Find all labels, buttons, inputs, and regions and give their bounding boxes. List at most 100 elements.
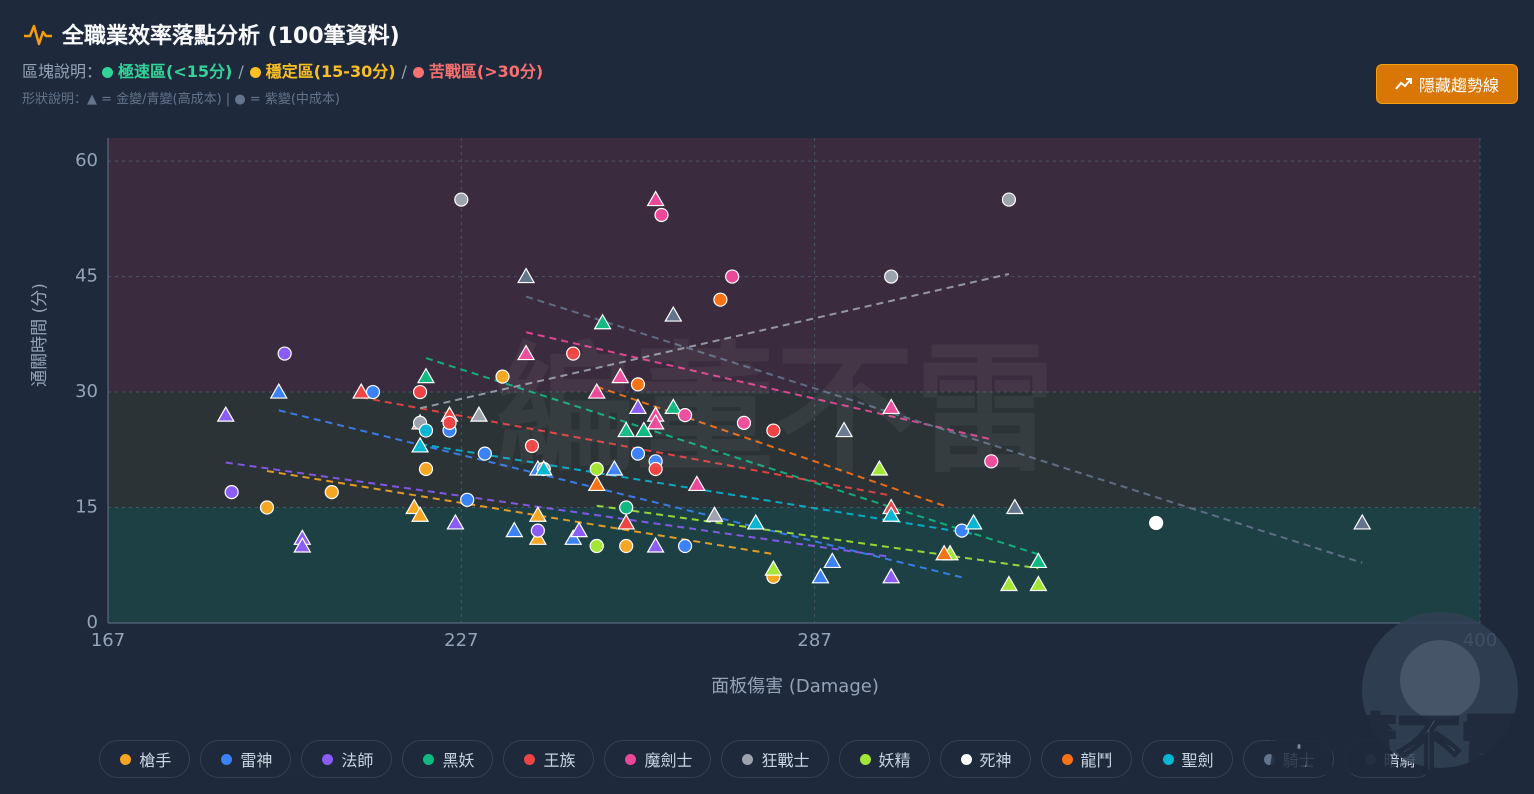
legend-swatch: [524, 753, 536, 765]
point-triangle: [835, 421, 854, 438]
point-triangle: [882, 398, 901, 415]
point-triangle: [1005, 498, 1024, 515]
point-triangle: [664, 398, 683, 415]
legend-label: 黑妖: [442, 751, 475, 770]
point-triangle: [964, 513, 983, 530]
x-tick-label: 167: [91, 630, 125, 651]
point-triangle: [935, 544, 954, 561]
point-triangle: [823, 552, 842, 569]
separator: /: [401, 62, 407, 81]
legend-swatch: [1364, 753, 1376, 765]
point-circle: [524, 438, 540, 454]
point-triangle: [646, 413, 665, 430]
legend-label: 魔劍士: [644, 751, 693, 770]
point-circle: [460, 492, 475, 507]
toggle-trend-button[interactable]: 隱藏趨勢線: [1376, 64, 1518, 104]
zone-dot: [249, 67, 261, 78]
legend-item[interactable]: 雷神: [200, 740, 292, 778]
point-triangle: [1029, 575, 1048, 592]
trend-line: [278, 409, 963, 579]
point-triangle: [587, 382, 606, 399]
y-tick-label: 30: [75, 381, 98, 402]
point-triangle: [870, 459, 889, 476]
legend-item[interactable]: 騎士: [1242, 740, 1334, 778]
zone-label: 穩定區(15-30分): [265, 62, 396, 81]
legend-item[interactable]: 妖精: [838, 740, 930, 778]
zone-dot: [412, 67, 424, 78]
legend-label: 妖精: [878, 751, 911, 770]
point-circle: [224, 485, 239, 500]
point-triangle: [611, 367, 630, 384]
legend-item[interactable]: 魔劍士: [604, 740, 712, 778]
legend-swatch: [1162, 753, 1174, 765]
legend-label: 槍手: [139, 751, 172, 770]
trend-line: [225, 461, 892, 558]
y-tick-label: 60: [75, 150, 98, 171]
legend-swatch: [322, 753, 334, 765]
legend-label: 騎士: [1282, 751, 1315, 770]
point-circle: [654, 207, 669, 223]
legend-item[interactable]: 死神: [939, 740, 1031, 778]
plot: 015304560167227287400: [75, 138, 1497, 651]
point-triangle: [634, 421, 653, 438]
point-circle: [1001, 192, 1017, 207]
legend-swatch: [120, 753, 132, 765]
point-triangle: [811, 567, 830, 584]
point-circle: [677, 538, 693, 554]
point-triangle: [646, 536, 665, 553]
legend-swatch: [625, 753, 637, 765]
zone-note-label: 區塊說明：: [22, 62, 103, 81]
point-triangle: [528, 506, 547, 522]
point-triangle: [416, 367, 436, 384]
legend-swatch: [960, 753, 972, 765]
zone-dot: [102, 67, 114, 78]
point-triangle: [764, 559, 783, 576]
point-circle: [648, 461, 663, 477]
point-triangle: [882, 567, 901, 584]
point-triangle: [269, 382, 288, 399]
button-label: 隱藏趨勢線: [1418, 76, 1499, 95]
logo-text: 編董不雷: [1269, 710, 1525, 784]
legend-label: 龍鬥: [1080, 751, 1113, 770]
legend-label: 聖劍: [1181, 751, 1214, 770]
point-circle: [495, 369, 510, 384]
point-circle: [725, 269, 740, 284]
point-circle: [984, 454, 999, 469]
legend-item[interactable]: 王族: [503, 740, 595, 778]
legend-item[interactable]: 狂戰士: [721, 740, 829, 778]
trend-line: [596, 504, 1039, 570]
x-axis-title: 面板傷害 (Damage): [711, 676, 879, 697]
point-circle: [477, 446, 492, 461]
point-triangle: [570, 521, 589, 538]
zone-label: 苦戰區(>30分): [428, 62, 544, 81]
point-circle: [418, 461, 434, 477]
legend-item[interactable]: 法師: [301, 740, 393, 778]
point-circle: [766, 423, 781, 438]
legend-label: 雷神: [240, 751, 273, 770]
point-circle: [619, 538, 634, 554]
legend-item[interactable]: 槍手: [99, 740, 191, 778]
point-triangle: [882, 506, 901, 522]
y-tick-label: 15: [75, 497, 98, 518]
y-tick-label: 45: [75, 266, 98, 287]
point-circle: [454, 192, 469, 207]
watermark: 編董不雷: [495, 330, 1055, 493]
chart-title: 全職業效率落點分析 (100筆資料): [62, 24, 400, 49]
legend-item[interactable]: 黑妖: [402, 740, 494, 778]
point-circle: [566, 346, 581, 361]
separator: /: [238, 62, 244, 81]
point-circle: [418, 423, 434, 438]
point-triangle: [593, 313, 612, 330]
legend-item[interactable]: 龍鬥: [1040, 740, 1132, 778]
point-circle: [259, 500, 275, 515]
logo: 編董不雷: [1268, 612, 1527, 785]
point-circle: [677, 408, 693, 423]
point-triangle: [705, 506, 724, 522]
x-tick-label: 287: [797, 630, 831, 651]
x-tick-label: 227: [444, 630, 478, 651]
point-circle: [324, 485, 339, 500]
trend-line: [525, 295, 1363, 564]
trend-line: [266, 470, 774, 556]
legend-item[interactable]: 聖劍: [1141, 740, 1233, 778]
